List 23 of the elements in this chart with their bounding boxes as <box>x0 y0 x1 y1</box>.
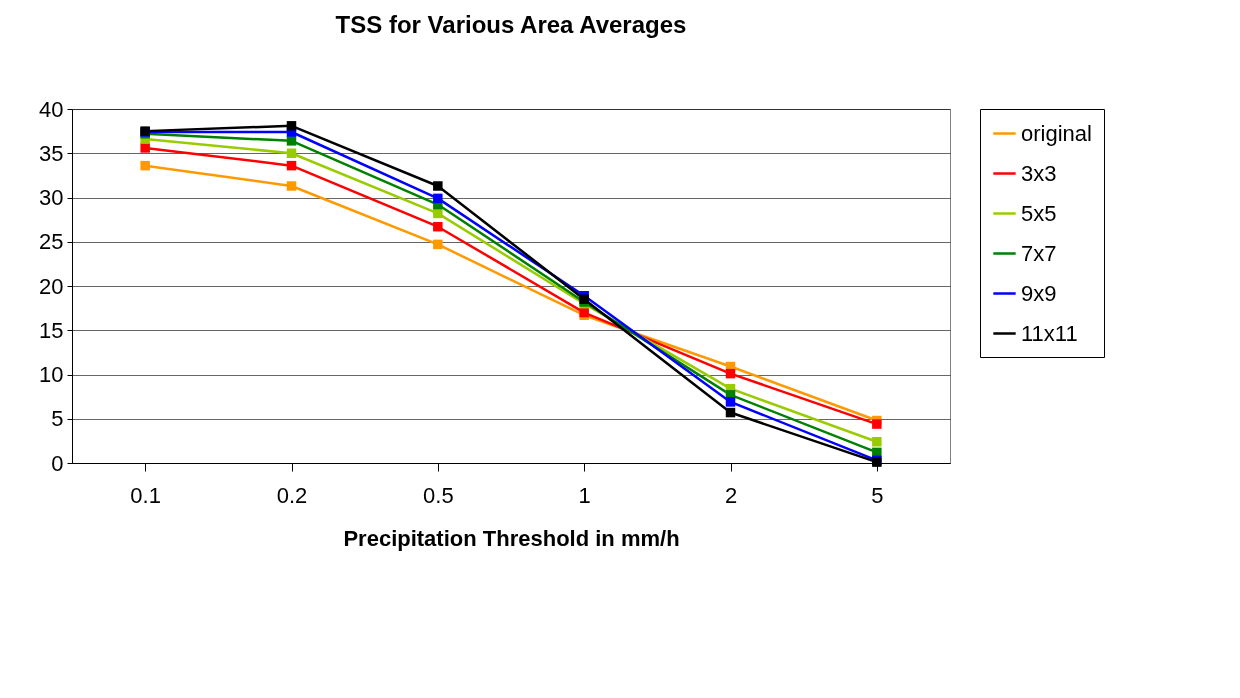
legend-label: original <box>1021 120 1092 146</box>
y-tick-label: 30 <box>39 185 64 210</box>
chart-title: TSS for Various Area Averages <box>335 11 687 38</box>
x-axis-title: Precipitation Threshold in mm/h <box>343 525 680 551</box>
y-tick-label: 10 <box>39 362 64 387</box>
legend-label: 7x7 <box>1021 240 1057 266</box>
y-tick-label: 35 <box>39 140 64 166</box>
x-tick-label: 5 <box>871 482 884 508</box>
legend-label: 5x5 <box>1021 200 1057 226</box>
y-tick-label: 5 <box>51 406 64 432</box>
x-tick-label: 0.2 <box>276 482 308 508</box>
legend-label: 9x9 <box>1021 280 1057 306</box>
x-tick-label: 1 <box>578 482 591 508</box>
x-tick-label: 0.5 <box>423 482 454 508</box>
y-tick-label: 25 <box>39 229 64 255</box>
y-tick-label: 15 <box>39 317 64 343</box>
y-tick-label: 0 <box>51 450 64 476</box>
x-tick-label: 0.1 <box>130 482 161 508</box>
legend-label: 11x11 <box>1021 320 1078 346</box>
x-tick-label: 2 <box>724 482 738 508</box>
y-tick-label: 20 <box>39 273 64 299</box>
y-tick-label: 40 <box>39 96 64 122</box>
legend-label: 3x3 <box>1021 160 1057 186</box>
